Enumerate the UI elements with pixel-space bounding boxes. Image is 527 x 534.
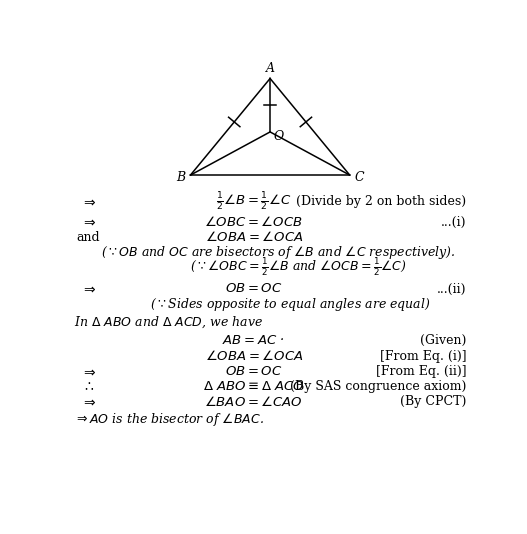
Text: A: A	[266, 62, 275, 75]
Text: $\angle OBA = \angle OCA$: $\angle OBA = \angle OCA$	[204, 349, 303, 363]
Text: ($\because\angle OBC = \frac{1}{2}\angle B$ and $\angle OCB = \frac{1}{2}\angle : ($\because\angle OBC = \frac{1}{2}\angle…	[190, 256, 407, 278]
Text: $\frac{1}{2}\angle B = \frac{1}{2}\angle C$: $\frac{1}{2}\angle B = \frac{1}{2}\angle…	[216, 191, 291, 213]
Text: (By CPCT): (By CPCT)	[400, 395, 466, 408]
Text: $\Rightarrow$: $\Rightarrow$	[81, 282, 96, 296]
Text: ...(i): ...(i)	[441, 216, 466, 229]
Text: O: O	[274, 130, 284, 143]
Text: $\Rightarrow$: $\Rightarrow$	[81, 395, 96, 409]
Text: (Given): (Given)	[420, 334, 466, 347]
Text: and: and	[76, 231, 100, 244]
Text: C: C	[354, 171, 364, 184]
Text: ...(ii): ...(ii)	[437, 282, 466, 295]
Text: $\Rightarrow AO$ is the bisector of $\angle BAC$.: $\Rightarrow AO$ is the bisector of $\an…	[74, 411, 264, 428]
Text: $OB = OC$: $OB = OC$	[225, 365, 282, 378]
Text: (Divide by 2 on both sides): (Divide by 2 on both sides)	[296, 195, 466, 208]
Text: ($\because$Sides opposite to equal angles are equal): ($\because$Sides opposite to equal angle…	[150, 296, 431, 313]
Text: $\angle BAO = \angle CAO$: $\angle BAO = \angle CAO$	[204, 395, 303, 409]
Text: $AB = AC$ ·: $AB = AC$ ·	[222, 334, 285, 347]
Text: (By SAS congruence axiom): (By SAS congruence axiom)	[290, 380, 466, 393]
Text: $\angle OBA = \angle OCA$: $\angle OBA = \angle OCA$	[204, 230, 303, 244]
Text: $OB = OC$: $OB = OC$	[225, 282, 282, 295]
Text: $\Rightarrow$: $\Rightarrow$	[81, 364, 96, 378]
Text: $\Delta\ ABO \equiv \Delta\ ACO$: $\Delta\ ABO \equiv \Delta\ ACO$	[203, 380, 305, 393]
Text: [From Eq. (ii)]: [From Eq. (ii)]	[376, 365, 466, 378]
Text: In $\Delta$ $ABO$ and $\Delta$ $ACD$, we have: In $\Delta$ $ABO$ and $\Delta$ $ACD$, we…	[74, 314, 263, 329]
Text: [From Eq. (i)]: [From Eq. (i)]	[379, 350, 466, 363]
Text: $\angle OBC = \angle OCB$: $\angle OBC = \angle OCB$	[204, 215, 303, 229]
Text: B: B	[177, 171, 186, 184]
Text: $\therefore$: $\therefore$	[82, 380, 95, 394]
Text: $\Rightarrow$: $\Rightarrow$	[81, 215, 96, 229]
Text: ($\because OB$ and $OC$ are bisectors of $\angle B$ and $\angle C$ respectively): ($\because OB$ and $OC$ are bisectors of…	[101, 244, 455, 261]
Text: $\Rightarrow$: $\Rightarrow$	[81, 195, 96, 209]
